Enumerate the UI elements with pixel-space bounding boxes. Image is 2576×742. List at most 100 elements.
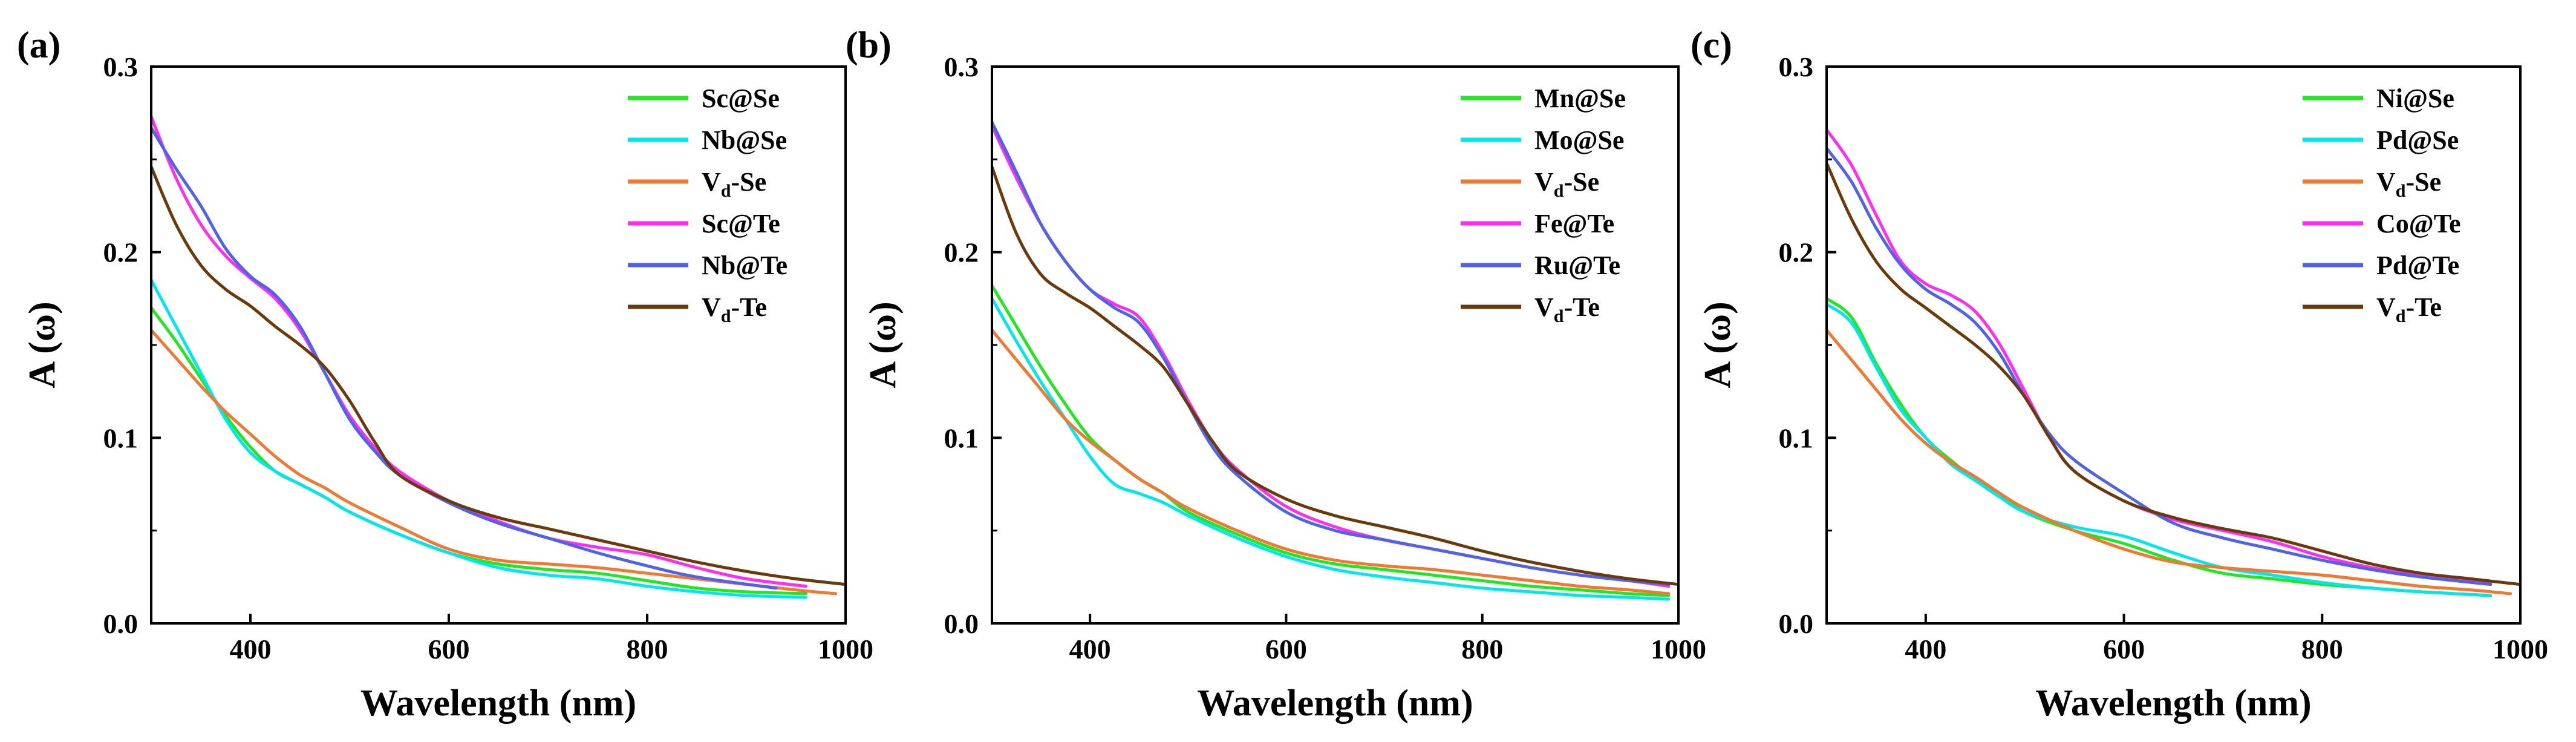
series-line-ru-te: [992, 120, 1671, 586]
legend-label: Ru@Te: [1534, 251, 1620, 280]
series-lines: [1827, 128, 2520, 597]
chart-panel-2: (c) 400 600 800 1000 0.0 0.1 0.2 0.3 Wavelength (…: [1691, 25, 2548, 724]
legend-label-main: V: [2376, 292, 2396, 322]
y-axis-title: A (ω): [1697, 301, 1738, 388]
legend-label: Vd-Se: [702, 167, 766, 201]
y-tick-label: 0.2: [1779, 237, 1814, 268]
legend-label-subscript: d: [721, 306, 731, 326]
x-tick-label: 400: [230, 634, 272, 665]
legend-label: Vd-Te: [1534, 292, 1600, 326]
chart-panel-0: (a) 400 600 800 1000 0.0 0.1 0.2 0.3 Wavelength (…: [17, 25, 873, 724]
x-tick-label: 1000: [818, 634, 873, 665]
legend-label: Nb@Te: [702, 251, 787, 280]
legend-label: Ni@Se: [2376, 84, 2454, 113]
panel-label: (b): [846, 25, 892, 66]
y-tick-label: 0.3: [944, 51, 979, 82]
x-tick-label: 400: [1069, 634, 1111, 665]
legend-label: Vd-Te: [2376, 292, 2442, 326]
x-tick-label: 600: [2103, 634, 2145, 665]
y-tick-label: 0.1: [1779, 422, 1814, 453]
series-line-vd-te: [151, 165, 846, 586]
series-line-vd-te: [1827, 162, 2520, 586]
legend-label-main: Fe@Te: [1534, 209, 1614, 238]
legend-label-main: Co@Te: [2376, 209, 2461, 238]
legend-label-main: Pd@Te: [2376, 251, 2459, 280]
series-line-sc-te: [151, 115, 807, 588]
legend-label-tail: -Se: [1564, 167, 1599, 197]
legend-label-main: V: [702, 292, 721, 322]
x-tick-label: 1000: [1651, 634, 1706, 665]
legend-label: Sc@Se: [702, 84, 780, 113]
legend-label-subscript: d: [721, 181, 731, 201]
y-axis-title: A (ω): [862, 301, 904, 388]
y-tick-label: 0.0: [1779, 608, 1814, 639]
y-tick-label: 0.3: [1779, 51, 1814, 82]
series-line-mo-se: [992, 297, 1671, 601]
series-lines: [151, 115, 846, 599]
series-line-vd-se: [151, 329, 838, 596]
legend-label-main: V: [1534, 292, 1554, 322]
series-line-nb-te: [151, 126, 778, 590]
x-tick-label: 600: [428, 634, 470, 665]
y-tick-label: 0.0: [944, 608, 979, 639]
legend-label: Sc@Te: [702, 209, 780, 238]
x-axis-title: Wavelength (nm): [2035, 683, 2311, 724]
legend-label-subscript: d: [1554, 181, 1564, 201]
legend-label: Pd@Se: [2376, 125, 2459, 155]
y-tick-label: 0.3: [103, 51, 139, 82]
x-axis-title: Wavelength (nm): [1197, 683, 1473, 724]
y-axis-title: A (ω): [22, 301, 63, 388]
series-line-ni-se: [1827, 297, 2493, 597]
series-line-pd-se: [1827, 303, 2493, 597]
legend-label-main: Nb@Se: [702, 125, 787, 155]
series-line-mn-se: [992, 284, 1671, 597]
series-line-vd-se: [1827, 329, 2512, 596]
legend-label-subscript: d: [1554, 306, 1564, 326]
series-line-nb-se: [151, 278, 807, 599]
x-tick-label: 600: [1265, 634, 1307, 665]
series-line-vd-te: [992, 165, 1678, 586]
legend-label: Pd@Te: [2376, 251, 2459, 280]
legend-label-tail: -Se: [731, 167, 766, 197]
legend-label-main: V: [702, 167, 721, 197]
legend-label-tail: -Te: [731, 292, 767, 322]
legend-label: Mo@Se: [1534, 125, 1624, 155]
x-tick-label: 1000: [2493, 634, 2548, 665]
legend-label-main: Ru@Te: [1534, 251, 1620, 280]
legend-label: Mn@Se: [1534, 84, 1626, 113]
legend-label-main: V: [1534, 167, 1554, 197]
panel-label: (c): [1691, 25, 1732, 66]
x-axis-title: Wavelength (nm): [360, 683, 636, 724]
legend-label: Nb@Se: [702, 125, 787, 155]
y-tick-label: 0.1: [944, 422, 979, 453]
legend-label-subscript: d: [2396, 181, 2406, 201]
legend-label: Co@Te: [2376, 209, 2461, 238]
legend-label-main: Pd@Se: [2376, 125, 2459, 155]
y-tick-label: 0.1: [103, 422, 139, 453]
legend-label-main: Sc@Se: [702, 84, 780, 113]
series-line-pd-te: [1827, 146, 2493, 586]
y-tick-label: 0.2: [103, 237, 139, 268]
legend-label-main: Ni@Se: [2376, 84, 2454, 113]
legend-label-main: Mn@Se: [1534, 84, 1626, 113]
legend-label: Vd-Te: [702, 292, 767, 326]
x-tick-label: 400: [1905, 634, 1946, 665]
legend-label-tail: -Te: [2405, 292, 2442, 322]
panel-label: (a): [17, 25, 60, 66]
legend-label-main: V: [2376, 167, 2396, 197]
series-lines: [992, 120, 1678, 601]
legend-label-main: Mo@Se: [1534, 125, 1624, 155]
legend-label-main: Sc@Te: [702, 209, 780, 238]
legend-label: Vd-Se: [1534, 167, 1599, 201]
legend-label-tail: -Se: [2405, 167, 2441, 197]
legend-label-subscript: d: [2396, 306, 2406, 326]
series-line-vd-se: [992, 329, 1671, 596]
legend-label-tail: -Te: [1564, 292, 1600, 322]
legend-label-main: Nb@Te: [702, 251, 787, 280]
x-tick-label: 800: [2301, 634, 2343, 665]
legend-label: Fe@Te: [1534, 209, 1614, 238]
